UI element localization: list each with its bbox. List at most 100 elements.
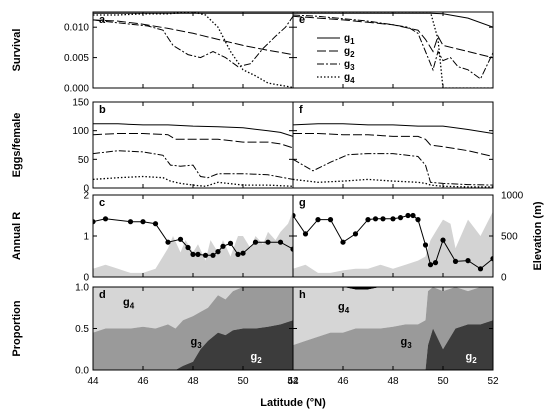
legend-label-g2: g2 xyxy=(344,46,355,59)
y-tick-label: 0.0 xyxy=(75,366,89,377)
annual-r-point xyxy=(365,217,371,223)
annual-r-point xyxy=(127,219,134,225)
annual-r-point xyxy=(415,217,421,223)
annual-r-point xyxy=(290,246,293,252)
y-tick-label: 0 xyxy=(83,184,89,195)
panel-e: e xyxy=(292,11,494,89)
annual-r-point xyxy=(397,215,404,221)
proportion-area-g3-d xyxy=(93,287,293,370)
legend-label-g3: g3 xyxy=(344,59,355,72)
y2-tick-label: 1000 xyxy=(501,191,524,202)
annual-r-point xyxy=(410,212,416,219)
legend-label-g4: g4 xyxy=(344,72,355,85)
elevation-area-g xyxy=(293,211,493,277)
annual-r-point xyxy=(195,251,201,257)
series-a-g4 xyxy=(93,12,293,88)
y2-axis-label: Elevation (m) xyxy=(532,201,544,270)
panel-label: a xyxy=(99,14,106,26)
x-tick-label: 46 xyxy=(337,376,349,387)
y-tick-label: 2 xyxy=(83,191,89,202)
annual-r-point xyxy=(93,219,96,225)
legend-label-g1: g1 xyxy=(344,33,355,46)
x-tick-label: 50 xyxy=(437,376,449,387)
area-label-g3: g3 xyxy=(401,336,413,350)
annual-r-point xyxy=(340,239,346,245)
proportion-area-g2-d xyxy=(93,320,293,370)
proportion-area-g4-d xyxy=(93,287,293,333)
y-axis-label: Eggs/female xyxy=(11,113,23,178)
y-tick-label: 0.5 xyxy=(75,324,89,335)
annual-r-point xyxy=(202,252,209,258)
annual-r-point xyxy=(380,216,386,222)
x-axis-label: Latitude (°N) xyxy=(260,397,326,409)
annual-r-point xyxy=(315,217,321,223)
panel-d: g4 g3 g2 d xyxy=(92,286,294,371)
x-tick-label: 48 xyxy=(387,376,399,387)
annual-r-point xyxy=(405,212,411,219)
annual-r-point xyxy=(490,256,493,262)
x-tick-label: 52 xyxy=(287,376,299,387)
annual-r-point xyxy=(390,216,396,222)
annual-r-point xyxy=(452,258,459,264)
panel-b: b xyxy=(92,101,294,189)
panel-f: f xyxy=(292,101,494,189)
panel-label: g xyxy=(299,197,306,209)
series-b-g4 xyxy=(93,175,293,187)
panel-label: e xyxy=(299,14,305,26)
y-tick-label: 0.005 xyxy=(64,53,89,64)
annual-r-point xyxy=(477,266,484,272)
annual-r-point xyxy=(227,240,234,246)
panel-label: d xyxy=(99,289,106,301)
panel-label: c xyxy=(99,197,105,209)
panel-a: a xyxy=(92,11,294,89)
panel-frame xyxy=(292,101,494,189)
annual-r-line-g xyxy=(293,215,493,270)
annual-r-point xyxy=(432,260,439,266)
series-a-g2 xyxy=(93,19,293,56)
y-axis-label: Annual R xyxy=(11,212,23,260)
y2-tick-label: 0 xyxy=(501,273,507,284)
annual-r-point xyxy=(277,239,284,245)
area-label-g3: g3 xyxy=(191,336,203,350)
x-tick-label: 50 xyxy=(237,376,249,387)
panel-label: f xyxy=(299,104,303,116)
series-e-g4 xyxy=(293,12,493,88)
annual-r-point xyxy=(422,242,429,248)
annual-r-point xyxy=(293,212,296,219)
annual-r-point xyxy=(165,239,171,245)
y-tick-label: 0.010 xyxy=(64,23,89,34)
series-f-g1 xyxy=(293,123,493,134)
annual-r-point xyxy=(465,258,471,264)
annual-r-point xyxy=(190,251,196,257)
annual-r-point xyxy=(185,244,191,251)
panel-label: b xyxy=(99,104,106,116)
x-tick-label: 48 xyxy=(187,376,199,387)
annual-r-point xyxy=(102,216,109,222)
annual-r-point xyxy=(235,251,241,257)
proportion-area-g2-h xyxy=(293,320,493,370)
annual-r-point xyxy=(177,236,184,242)
y-axis-label: Survival xyxy=(11,29,23,72)
elevation-area-c xyxy=(93,211,293,277)
y-axis-label: Proportion xyxy=(11,300,23,356)
series-e-g2 xyxy=(293,15,493,59)
panel-c: c xyxy=(92,194,294,278)
proportion-area-g4-h xyxy=(293,287,493,346)
annual-r-point xyxy=(220,243,226,249)
annual-r-point xyxy=(265,239,271,245)
y2-tick-label: 500 xyxy=(501,232,518,243)
annual-r-point xyxy=(140,219,146,225)
annual-r-point xyxy=(240,250,246,256)
series-a-g3 xyxy=(93,16,293,68)
annual-r-point xyxy=(372,216,379,222)
y-tick-label: 150 xyxy=(72,98,89,109)
panel-h: g4 g3 g2 h xyxy=(292,286,494,371)
y-tick-label: 50 xyxy=(78,155,90,166)
series-b-g2 xyxy=(93,133,293,149)
annual-r-point xyxy=(252,239,259,245)
area-label-g4: g4 xyxy=(338,301,350,315)
panel-g: g xyxy=(292,194,494,278)
y-tick-label: 1.0 xyxy=(75,283,89,294)
y-tick-label: 0.000 xyxy=(64,84,89,95)
